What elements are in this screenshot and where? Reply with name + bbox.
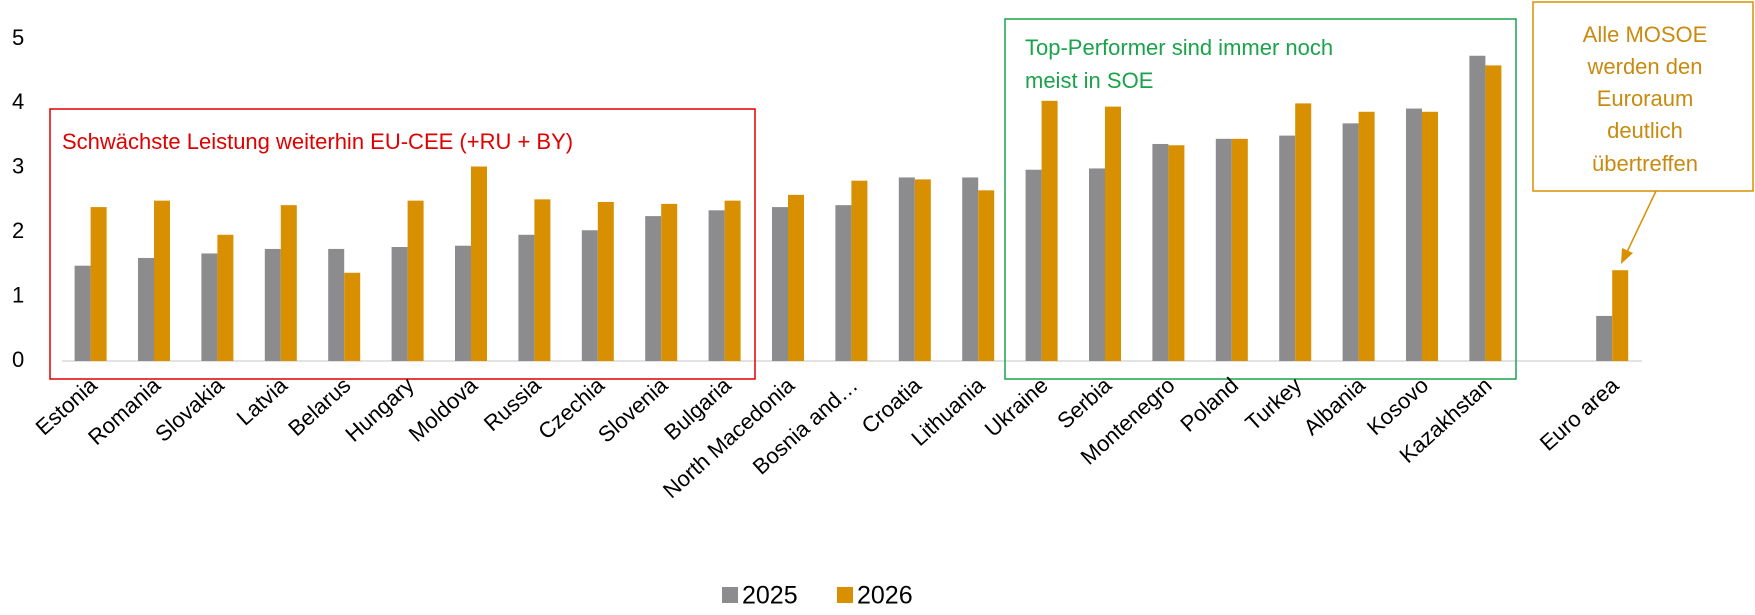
bar bbox=[407, 200, 424, 361]
bar bbox=[597, 201, 614, 361]
bar bbox=[978, 190, 995, 361]
x-tick-label: Albania bbox=[1299, 372, 1371, 440]
bar bbox=[1422, 111, 1438, 361]
bar bbox=[1152, 143, 1169, 361]
annotation-red: Schwächste Leistung weiterhin EU-CEE (+R… bbox=[62, 129, 573, 154]
annotation-orange: werden den bbox=[1587, 54, 1703, 79]
bar bbox=[661, 203, 678, 361]
bar bbox=[772, 207, 788, 361]
bar bbox=[1612, 270, 1629, 361]
bar bbox=[835, 205, 852, 361]
x-tick-label: Romania bbox=[83, 372, 166, 450]
y-tick-label: 1 bbox=[12, 282, 24, 307]
y-tick-label: 0 bbox=[12, 347, 24, 372]
bar bbox=[328, 248, 345, 361]
bar bbox=[1295, 103, 1312, 362]
green-box bbox=[1004, 18, 1517, 380]
bar bbox=[1215, 138, 1232, 361]
bar bbox=[154, 200, 170, 361]
x-tick-label: Ukraine bbox=[980, 372, 1053, 441]
y-tick-label: 5 bbox=[12, 25, 24, 50]
bar bbox=[1358, 111, 1375, 361]
x-tick-label: Hungary bbox=[340, 372, 419, 446]
bar bbox=[391, 247, 408, 361]
legend-label: 2025 bbox=[742, 582, 798, 610]
bar bbox=[581, 230, 598, 361]
x-tick-label: Turkey bbox=[1240, 372, 1306, 435]
bar bbox=[1279, 135, 1296, 361]
annotation-orange: deutlich bbox=[1607, 118, 1683, 143]
annotation-green: Top-Performer sind immer noch bbox=[1025, 35, 1333, 60]
x-tick-label: Moldova bbox=[404, 372, 483, 447]
bar bbox=[264, 248, 281, 361]
bar bbox=[724, 200, 741, 361]
bar bbox=[1596, 315, 1613, 361]
x-tick-label: Euro area bbox=[1535, 372, 1624, 456]
y-tick-label: 2 bbox=[12, 218, 24, 243]
y-tick-label: 3 bbox=[12, 154, 24, 179]
bar bbox=[898, 177, 915, 361]
bar bbox=[518, 234, 535, 361]
annotation-orange: Alle MOSOE bbox=[1583, 22, 1708, 47]
bar bbox=[1025, 169, 1042, 361]
bar bbox=[90, 207, 107, 361]
bar bbox=[914, 179, 931, 361]
bar bbox=[280, 205, 297, 361]
x-tick-label: Slovakia bbox=[150, 372, 229, 447]
orange-box bbox=[1532, 1, 1754, 192]
y-tick-label: 4 bbox=[12, 89, 24, 114]
bar bbox=[455, 245, 471, 361]
bar bbox=[962, 177, 979, 361]
bar bbox=[1485, 65, 1502, 362]
bar bbox=[201, 253, 218, 361]
red-box bbox=[49, 108, 756, 380]
bar bbox=[138, 257, 154, 361]
bar bbox=[534, 199, 551, 361]
legend-label: 2026 bbox=[857, 582, 913, 610]
x-tick-label: Poland bbox=[1175, 372, 1243, 436]
bar bbox=[851, 180, 868, 361]
annotation-orange: übertreffen bbox=[1592, 151, 1698, 176]
bar bbox=[1231, 138, 1248, 361]
bar bbox=[1089, 168, 1105, 361]
bar bbox=[217, 234, 234, 361]
arrow-head bbox=[1621, 248, 1633, 264]
bar bbox=[1168, 145, 1185, 361]
bar bbox=[74, 265, 91, 361]
bar bbox=[1469, 55, 1486, 362]
bar bbox=[708, 210, 725, 361]
legend-swatch bbox=[722, 587, 738, 603]
bar bbox=[1041, 100, 1058, 361]
bar bbox=[1406, 108, 1422, 361]
arrow-line bbox=[1626, 190, 1657, 253]
legend-swatch bbox=[837, 587, 853, 603]
annotation-orange: Euroraum bbox=[1597, 86, 1694, 111]
bar bbox=[1105, 106, 1121, 362]
x-tick-label: Slovenia bbox=[593, 372, 673, 448]
bar bbox=[788, 194, 804, 361]
bar bbox=[344, 272, 361, 361]
annotation-green: meist in SOE bbox=[1025, 68, 1153, 93]
bar bbox=[645, 216, 662, 361]
bar bbox=[1342, 123, 1359, 361]
bar bbox=[471, 166, 487, 361]
